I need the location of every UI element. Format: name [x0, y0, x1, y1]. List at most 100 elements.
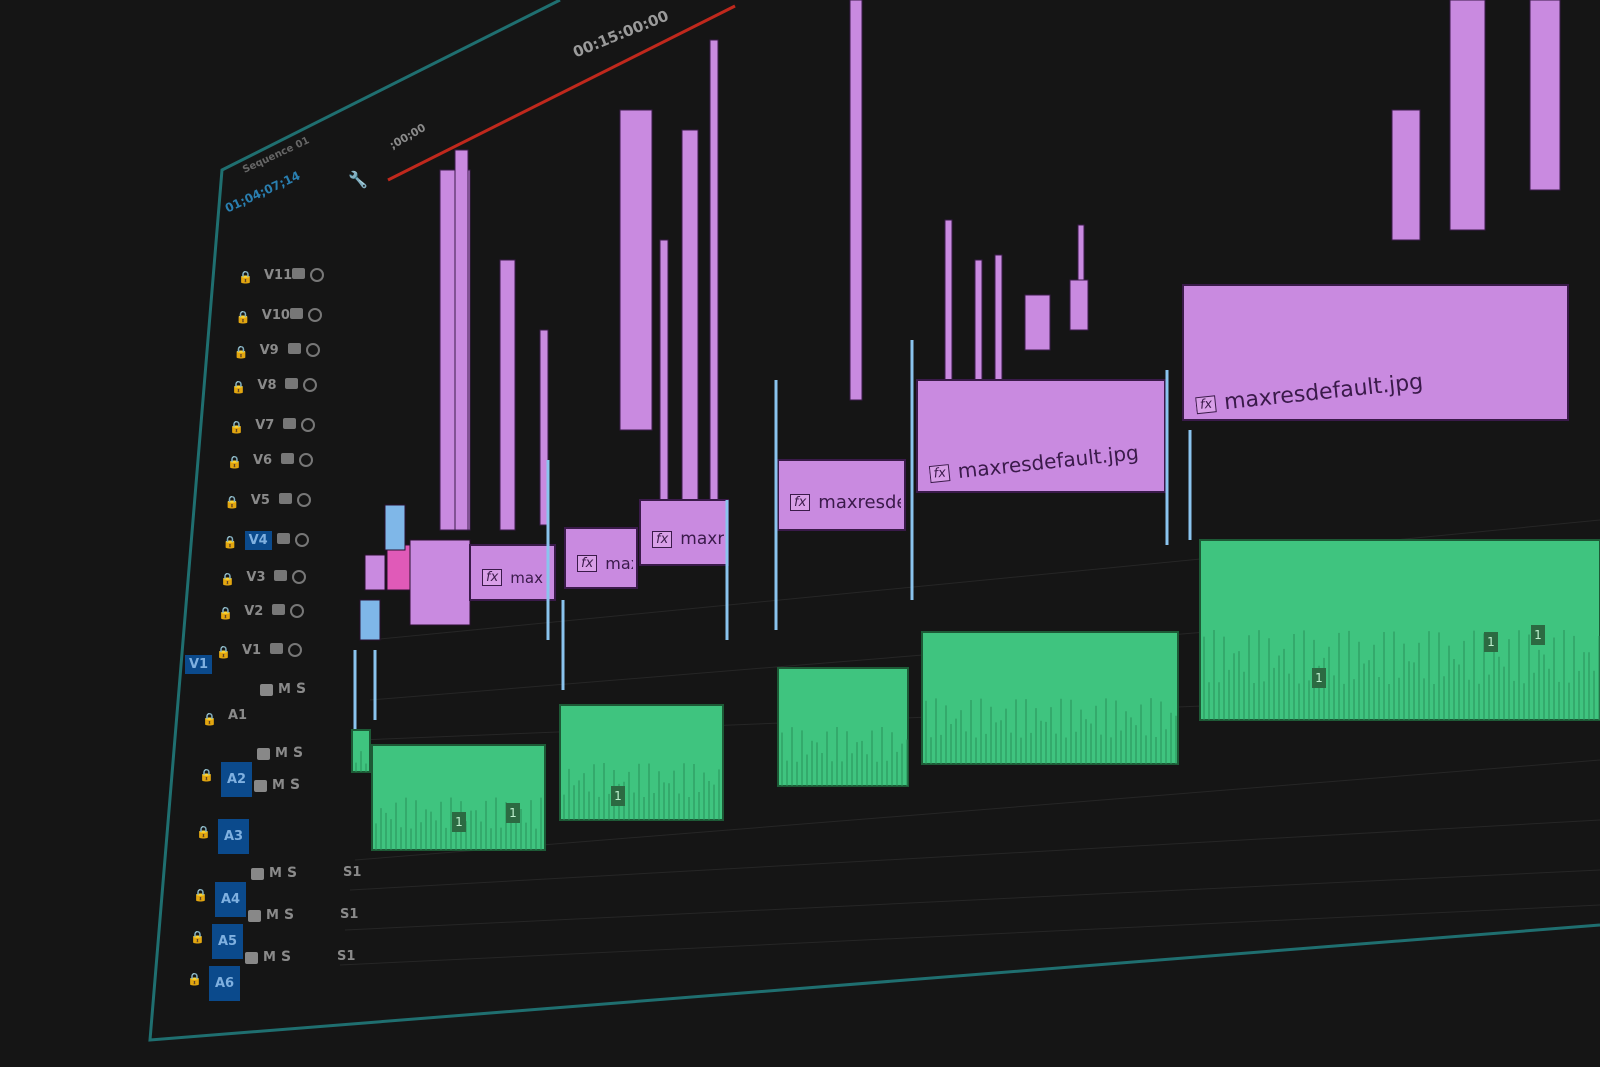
sync-lock-icon[interactable] — [270, 643, 283, 654]
video-clip-stack[interactable] — [619, 109, 653, 431]
voice-over-record-button[interactable]: S1 — [337, 949, 356, 964]
voice-over-record-button[interactable]: S1 — [340, 907, 359, 922]
video-clip-stack[interactable] — [1024, 294, 1051, 351]
audio-clip[interactable] — [777, 667, 909, 787]
video-track-v3[interactable]: V3 — [246, 570, 266, 585]
video-clip-stack[interactable] — [539, 329, 549, 526]
solo-button[interactable]: S — [290, 777, 301, 793]
lock-icon[interactable]: 🔒 — [238, 270, 253, 284]
eye-icon[interactable] — [294, 533, 309, 547]
sync-lock-icon[interactable] — [260, 684, 273, 696]
solo-button[interactable]: S — [287, 865, 298, 881]
video-track-v11[interactable]: V11 — [264, 268, 293, 283]
lock-icon[interactable]: 🔒 — [222, 535, 238, 549]
sync-lock-icon[interactable] — [251, 868, 264, 880]
lock-icon[interactable]: 🔒 — [216, 645, 231, 659]
video-clip[interactable] — [359, 599, 381, 641]
sync-lock-icon[interactable] — [285, 378, 299, 389]
video-clip-stack[interactable] — [681, 129, 699, 501]
solo-button[interactable]: S — [281, 949, 292, 965]
sync-lock-icon[interactable] — [254, 780, 267, 792]
eye-icon[interactable] — [307, 308, 322, 322]
eye-icon[interactable] — [303, 378, 318, 392]
eye-icon[interactable] — [290, 604, 305, 618]
video-clip-stack[interactable] — [1077, 224, 1085, 281]
audio-clip[interactable] — [921, 631, 1179, 765]
video-clip[interactable] — [1182, 284, 1569, 421]
eye-icon[interactable] — [288, 643, 302, 657]
sync-lock-icon[interactable] — [276, 533, 290, 544]
lock-icon[interactable]: 🔒 — [218, 606, 234, 620]
audio-track-a2[interactable]: A2 — [221, 762, 253, 797]
sync-lock-icon[interactable] — [245, 952, 258, 964]
eye-icon[interactable] — [310, 268, 324, 282]
video-track-v4[interactable]: V4 — [244, 531, 272, 550]
lock-icon[interactable]: 🔒 — [196, 825, 211, 839]
lock-icon[interactable]: 🔒 — [235, 310, 251, 324]
lock-icon[interactable]: 🔒 — [231, 380, 247, 394]
sync-lock-icon[interactable] — [292, 268, 305, 279]
lock-icon[interactable]: 🔒 — [220, 572, 236, 586]
video-clip[interactable] — [409, 539, 471, 626]
video-track-v2[interactable]: V2 — [244, 604, 264, 619]
source-patch-v1[interactable]: V1 — [185, 655, 213, 674]
mute-button[interactable]: M — [266, 908, 279, 923]
lock-icon[interactable]: 🔒 — [202, 712, 217, 726]
video-clip[interactable] — [916, 379, 1166, 493]
solo-button[interactable]: S — [284, 907, 295, 923]
sync-lock-icon[interactable] — [289, 308, 303, 319]
audio-clip[interactable] — [559, 704, 724, 821]
eye-icon[interactable] — [299, 453, 313, 467]
mute-button[interactable]: M — [275, 746, 288, 761]
sync-lock-icon[interactable] — [283, 418, 297, 429]
eye-icon[interactable] — [301, 418, 316, 432]
lock-icon[interactable]: 🔒 — [190, 930, 205, 944]
lock-icon[interactable]: 🔒 — [187, 972, 202, 986]
lock-icon[interactable]: 🔒 — [227, 455, 242, 469]
video-clip-stack[interactable] — [994, 254, 1003, 381]
video-clip-stack[interactable] — [454, 149, 469, 531]
video-track-v10[interactable]: V10 — [261, 308, 290, 323]
video-clip-stack[interactable] — [944, 219, 953, 381]
eye-icon[interactable] — [292, 570, 307, 584]
video-clip-stack[interactable] — [709, 39, 719, 501]
mute-button[interactable]: M — [278, 682, 291, 697]
sync-lock-icon[interactable] — [248, 910, 261, 922]
video-clip-stack[interactable] — [1069, 279, 1089, 331]
video-clip-stack[interactable] — [659, 239, 669, 501]
solo-button[interactable]: S — [293, 745, 304, 761]
video-clip-stack[interactable] — [1529, 0, 1561, 191]
eye-icon[interactable] — [296, 493, 311, 507]
audio-track-a1[interactable]: A1 — [228, 708, 248, 723]
audio-track-a6[interactable]: A6 — [209, 966, 241, 1001]
lock-icon[interactable]: 🔒 — [193, 888, 208, 902]
sync-lock-icon[interactable] — [287, 343, 301, 354]
lock-icon[interactable]: 🔒 — [199, 768, 214, 782]
video-clip-stack[interactable] — [1449, 0, 1486, 231]
lock-icon[interactable]: 🔒 — [233, 345, 249, 359]
eye-icon[interactable] — [305, 343, 320, 357]
audio-track-a4[interactable]: A4 — [215, 882, 247, 917]
video-track-v1[interactable]: V1 — [242, 643, 262, 658]
lock-icon[interactable]: 🔒 — [229, 420, 245, 434]
video-track-v8[interactable]: V8 — [257, 378, 277, 393]
sync-lock-icon[interactable] — [272, 604, 286, 615]
sync-lock-icon[interactable] — [281, 453, 294, 464]
solo-button[interactable]: S — [296, 681, 307, 697]
video-clip-stack[interactable] — [849, 0, 863, 401]
audio-track-a5[interactable]: A5 — [212, 924, 244, 959]
wrench-icon[interactable]: 🔧 — [348, 170, 368, 189]
sync-lock-icon[interactable] — [257, 748, 270, 760]
video-track-v7[interactable]: V7 — [255, 418, 275, 433]
sync-lock-icon[interactable] — [278, 493, 292, 504]
mute-button[interactable]: M — [269, 866, 282, 881]
video-clip[interactable] — [364, 554, 386, 591]
video-track-v5[interactable]: V5 — [250, 493, 270, 508]
mute-button[interactable]: M — [263, 950, 276, 965]
sync-lock-icon[interactable] — [274, 570, 288, 581]
video-clip-stack[interactable] — [499, 259, 516, 531]
video-clip[interactable] — [384, 504, 406, 551]
audio-track-a3[interactable]: A3 — [218, 819, 250, 854]
audio-clip[interactable] — [371, 744, 546, 851]
video-clip-stack[interactable] — [1391, 109, 1421, 241]
